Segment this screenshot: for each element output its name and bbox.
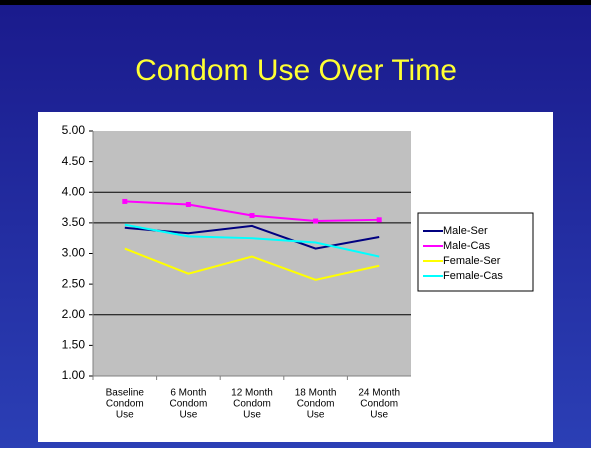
y-tick-label: 5.00 (62, 123, 86, 137)
legend-label: Male-Ser (443, 225, 488, 237)
x-tick-label: 24 Month (358, 388, 400, 399)
x-tick-label: Condom (169, 399, 207, 410)
marker (122, 198, 128, 204)
series-line (124, 223, 380, 258)
x-tick-label: Condom (106, 399, 144, 410)
y-tick-label: 1.50 (62, 338, 86, 352)
x-tick-label: Baseline (106, 388, 145, 399)
x-tick-label: Use (243, 410, 261, 421)
y-tick-label: 1.00 (62, 368, 86, 382)
y-tick-label: 2.00 (62, 307, 86, 321)
x-tick-label: Condom (233, 399, 271, 410)
plot-area (93, 131, 411, 376)
legend-label: Male-Cas (443, 240, 491, 252)
x-tick-label: 18 Month (295, 388, 337, 399)
y-tick-label: 4.00 (62, 184, 86, 198)
series-line (124, 224, 380, 250)
top-border (0, 0, 591, 5)
x-tick-label: Use (307, 410, 325, 421)
legend-label: Female-Cas (443, 270, 503, 282)
slide-title: Condom Use Over Time (135, 54, 457, 87)
y-tick-label: 3.00 (62, 246, 86, 260)
x-tick-label: 12 Month (231, 388, 273, 399)
y-tick-label: 3.50 (62, 215, 86, 229)
x-tick-label: Condom (360, 399, 398, 410)
legend-label: Female-Ser (443, 255, 501, 267)
y-tick-label: 4.50 (62, 154, 86, 168)
marker (376, 217, 382, 223)
x-tick-label: Use (370, 410, 388, 421)
x-tick-label: Use (116, 410, 134, 421)
marker (313, 218, 319, 224)
series-line (124, 247, 380, 281)
legend-box (417, 212, 534, 292)
x-tick-label: Use (180, 410, 198, 421)
marker (249, 213, 255, 219)
x-tick-label: Condom (297, 399, 335, 410)
y-tick-label: 2.50 (62, 276, 86, 290)
x-tick-label: 6 Month (170, 388, 206, 399)
marker (185, 202, 191, 207)
